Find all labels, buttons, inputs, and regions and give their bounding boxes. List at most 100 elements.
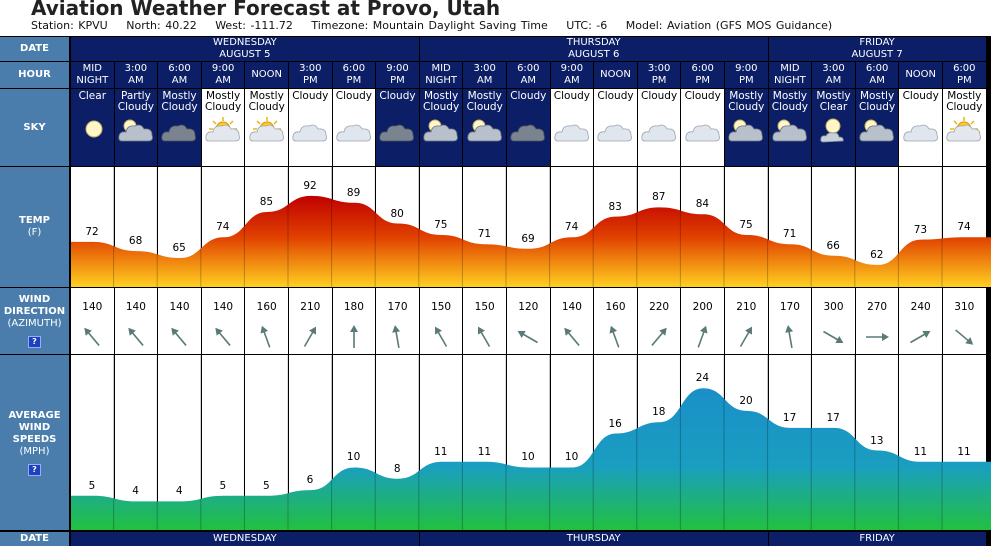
day-name: THURSDAY xyxy=(566,37,621,48)
hour-text: PM xyxy=(695,75,711,86)
sky-cell: Mostly Cloudy xyxy=(768,89,812,166)
wind-arrow-icon xyxy=(478,326,491,347)
sky-label: SKY xyxy=(0,89,70,166)
wind-arrow-icon xyxy=(434,326,447,347)
sky-text: Cloudy xyxy=(510,90,547,102)
wind-direction-label: WIND DIRECTION (AZIMUTH)? xyxy=(0,288,70,354)
utc-offset: UTC: -6 xyxy=(566,19,608,32)
sky-cell: Cloudy xyxy=(899,89,942,166)
wind-arrow-icon xyxy=(127,327,144,346)
dark-cloud-icon xyxy=(508,115,548,145)
wind-direction-cell: 140 xyxy=(201,288,245,354)
hour-cell: 3:00 AM xyxy=(812,62,855,88)
hour-text: PM xyxy=(651,75,667,86)
wind-direction-cell: 210 xyxy=(289,288,332,354)
temp-value: 75 xyxy=(739,219,753,231)
hour-text: 6:00 xyxy=(865,63,889,74)
hour-text: PM xyxy=(302,75,318,86)
wind-speed-value: 10 xyxy=(564,451,579,464)
wind-arrow-icon xyxy=(697,325,708,348)
wind-speed-help-icon[interactable]: ? xyxy=(28,463,41,476)
hour-text: PM xyxy=(346,75,362,86)
wind-direction-cell: 180 xyxy=(332,288,376,354)
hour-text: 6:00 xyxy=(691,63,714,74)
day-header: FRIDAY AUGUST 7 xyxy=(768,37,986,61)
cloud-icon xyxy=(290,115,330,145)
sky-condition: Mostly Cloudy xyxy=(769,91,812,113)
sky-text: Cloudy xyxy=(379,90,416,102)
wind-direction-value: 140 xyxy=(82,301,103,313)
wind-direction-cell: 270 xyxy=(855,288,899,354)
sky-text: Cloudy xyxy=(640,90,678,102)
wind-direction-cell: 120 xyxy=(507,288,550,354)
wind-speed-label: AVERAGE WIND SPEEDS (MPH)? xyxy=(0,355,70,530)
wind-direction-value: 140 xyxy=(213,301,234,313)
wind-arrow-icon xyxy=(865,333,889,341)
wind-direction-value: 270 xyxy=(867,301,888,313)
wind-speed-value: 17 xyxy=(826,411,840,424)
hour-text: AM xyxy=(520,75,537,86)
hour-text: 6:00 xyxy=(953,63,976,74)
wind-speed-chart xyxy=(71,355,991,530)
sky-condition: Mostly Cloudy xyxy=(943,91,986,113)
sky-condition: Mostly Cloudy xyxy=(245,91,288,113)
wind-arrow-icon xyxy=(349,325,358,348)
wind-direction-unit: (AZIMUTH) xyxy=(7,318,62,329)
sky-cell: Clear xyxy=(71,89,114,166)
wind-speed-value: 4 xyxy=(175,485,183,498)
hour-cell: MID NIGHT xyxy=(768,62,812,88)
wind-direction-value: 150 xyxy=(474,301,495,313)
day-name: FRIDAY xyxy=(859,37,895,48)
wind-speed-value: 6 xyxy=(306,474,314,487)
sky-condition: Mostly Cloudy xyxy=(856,91,899,113)
wind-speed-value: 13 xyxy=(870,434,884,447)
hour-cell: 6:00 AM xyxy=(158,62,201,88)
timezone: Timezone: Mountain Daylight Saving Time xyxy=(311,19,548,32)
partly-cloudy-night-icon xyxy=(421,115,461,145)
station-id: Station: KPVU xyxy=(31,19,108,32)
wind-direction-value: 170 xyxy=(387,301,408,313)
sky-text: Mostly xyxy=(249,90,284,102)
hour-cell: 6:00 AM xyxy=(855,62,899,88)
wind-direction-value: 170 xyxy=(779,301,800,313)
hour-cell: 3:00 AM xyxy=(463,62,506,88)
temp-value: 71 xyxy=(782,228,797,241)
day-header-bottom: THURSDAY xyxy=(419,532,768,546)
temp-value: 62 xyxy=(870,248,884,261)
hour-text: NIGHT xyxy=(76,75,109,86)
sky-condition: Cloudy xyxy=(333,91,376,102)
hour-cell: 6:00 PM xyxy=(681,62,724,88)
wind-direction-value: 160 xyxy=(256,301,277,313)
hour-cell: 6:00 PM xyxy=(332,62,376,88)
hour-cell: 9:00 AM xyxy=(550,62,594,88)
partly-cloudy-night-icon xyxy=(770,115,810,145)
sky-text: Cloudy xyxy=(335,90,372,102)
sky-cell: Mostly Cloudy xyxy=(245,89,288,166)
sky-text: Mostly xyxy=(947,90,982,102)
wind-arrow-icon xyxy=(910,331,931,344)
hour-text: AM xyxy=(171,75,188,86)
date-label-bottom-text: DATE xyxy=(20,533,49,544)
day-name: WEDNESDAY xyxy=(213,37,277,48)
date-label-bottom: DATE xyxy=(0,532,70,546)
sky-text: Cloudy xyxy=(553,90,590,102)
wind-direction-value: 140 xyxy=(169,301,190,313)
sky-text: Mostly xyxy=(205,90,241,102)
sky-cell: Cloudy xyxy=(637,89,681,166)
hour-text: 9:00 xyxy=(386,63,409,74)
wind-direction-value: 210 xyxy=(300,301,321,313)
hour-text: 6:00 xyxy=(342,63,366,74)
forecast-grid: DATE HOUR SKY TEMP (F) WIND DIRECTION (AZIMUTH… xyxy=(0,36,991,546)
wind-direction-value: 240 xyxy=(910,301,931,313)
sky-text: Mostly xyxy=(162,90,197,102)
wind-direction-help-icon[interactable]: ? xyxy=(28,336,41,348)
dark-cloud-icon xyxy=(159,115,199,145)
sky-cell: Mostly Cloudy xyxy=(158,89,201,166)
date-label-text: DATE xyxy=(20,43,49,54)
hour-text: 9:00 xyxy=(735,63,758,74)
partly-cloudy-night-icon xyxy=(116,115,156,145)
day-name-bottom: THURSDAY xyxy=(566,533,621,544)
wind-speed-value: 11 xyxy=(434,445,448,458)
day-header: WEDNESDAY AUGUST 5 xyxy=(71,37,419,61)
temp-value: 73 xyxy=(913,223,928,236)
